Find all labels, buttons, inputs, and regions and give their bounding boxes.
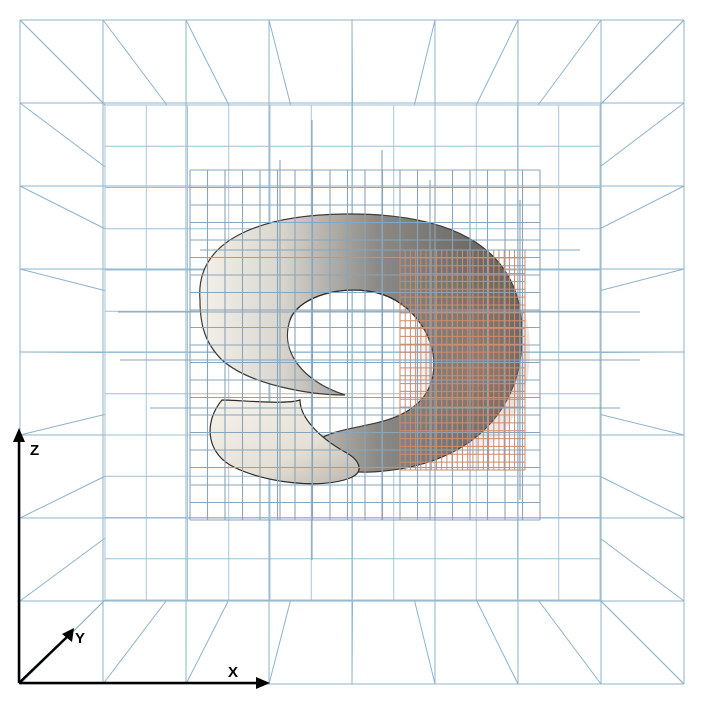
- grid-line: [19, 268, 106, 292]
- y-axis-line: [18, 635, 69, 684]
- grid-line: [599, 102, 685, 168]
- grid-line: [599, 19, 685, 106]
- grid-line: [599, 537, 685, 602]
- grid-line: [537, 19, 602, 106]
- grid-line: [599, 351, 685, 353]
- x-axis-label: X: [228, 664, 238, 681]
- grid-line: [475, 599, 519, 685]
- grid-line: [19, 351, 106, 353]
- grid-line: [19, 102, 106, 168]
- grid-line: [19, 413, 106, 436]
- grid-line: [185, 599, 230, 685]
- y-axis-arrow: [62, 628, 74, 642]
- grid-line: [413, 19, 436, 106]
- grid-line: [599, 599, 685, 685]
- outer-mesh-grid: [19, 19, 685, 685]
- grid-line: [351, 599, 353, 685]
- grid-line: [102, 599, 168, 685]
- copper-shading: [370, 240, 530, 460]
- grid-line: [19, 19, 106, 106]
- grid-line: [268, 19, 292, 106]
- y-axis-label: Y: [75, 630, 85, 647]
- grid-line: [185, 19, 230, 106]
- grid-line: [19, 537, 106, 602]
- grid-line: [599, 413, 685, 436]
- surface-tail: [209, 399, 360, 485]
- axis-triad: Z Y X: [13, 428, 270, 689]
- grid-line: [19, 185, 106, 230]
- grid-line: [537, 599, 602, 685]
- grid-line: [351, 19, 353, 106]
- z-axis-arrow: [13, 428, 25, 442]
- grid-line: [599, 475, 685, 519]
- grid-line: [102, 19, 168, 106]
- grid-line: [475, 19, 519, 106]
- z-axis-label: Z: [30, 442, 39, 459]
- mesh-refinement-spikes: [118, 120, 640, 560]
- x-axis-arrow: [256, 677, 270, 689]
- grid-line: [19, 475, 106, 519]
- grid-line: [268, 599, 292, 685]
- grid-line: [599, 268, 685, 292]
- inner-refined-grid: [189, 169, 541, 521]
- grid-line: [413, 599, 436, 685]
- grid-line: [599, 185, 685, 230]
